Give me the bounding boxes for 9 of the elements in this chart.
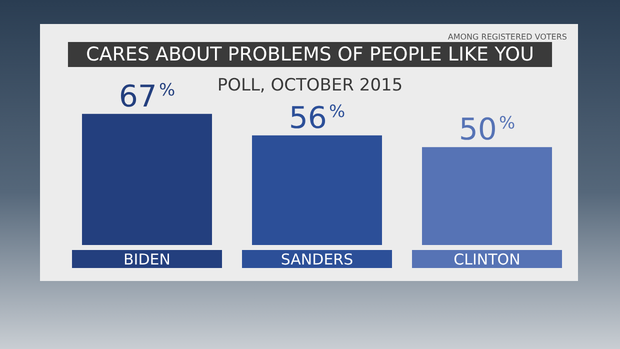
data-label: 56% bbox=[288, 100, 346, 136]
chart-subtitle: POLL, OCTOBER 2015 bbox=[217, 76, 403, 96]
data-label: 50% bbox=[458, 112, 516, 148]
x-tick-label: CLINTON bbox=[454, 250, 520, 268]
data-label: 67% bbox=[118, 79, 176, 114]
x-tick-label: SANDERS bbox=[280, 250, 354, 268]
x-tick-label: BIDEN bbox=[124, 250, 170, 268]
text: AMONG REGISTERED VOTERS bbox=[448, 32, 568, 42]
chart-title: CARES ABOUT PROBLEMS OF PEOPLE LIKE YOU bbox=[86, 44, 534, 66]
